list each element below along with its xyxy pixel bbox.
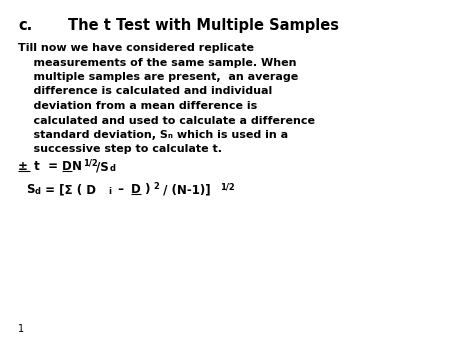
Text: 2: 2 — [153, 182, 159, 191]
Text: 1: 1 — [18, 324, 24, 334]
Text: ±: ± — [18, 160, 28, 173]
Text: difference is calculated and individual: difference is calculated and individual — [18, 87, 272, 97]
Text: /S: /S — [96, 160, 109, 173]
Text: t: t — [30, 160, 40, 173]
Text: successive step to calculate t.: successive step to calculate t. — [18, 145, 222, 154]
Text: / (N-1)]: / (N-1)] — [159, 183, 211, 196]
Text: S: S — [26, 183, 35, 196]
Text: standard deviation, Sₙ which is used in a: standard deviation, Sₙ which is used in … — [18, 130, 288, 140]
Text: D: D — [62, 160, 72, 173]
Text: measurements of the same sample. When: measurements of the same sample. When — [18, 57, 297, 68]
Text: c.: c. — [18, 18, 32, 33]
Text: calculated and used to calculate a difference: calculated and used to calculate a diffe… — [18, 116, 315, 125]
Text: Till now we have considered replicate: Till now we have considered replicate — [18, 43, 254, 53]
Text: ): ) — [141, 183, 150, 196]
Text: D: D — [131, 183, 141, 196]
Text: i: i — [108, 187, 111, 196]
Text: 1/2: 1/2 — [83, 159, 98, 168]
Text: d: d — [35, 187, 41, 196]
Text: –: – — [114, 183, 128, 196]
Text: multiple samples are present,  an average: multiple samples are present, an average — [18, 72, 298, 82]
Text: 1/2: 1/2 — [220, 182, 235, 191]
Text: = [Σ ( D: = [Σ ( D — [41, 183, 96, 196]
Text: N: N — [72, 160, 82, 173]
Text: d: d — [110, 164, 116, 173]
Text: deviation from a mean difference is: deviation from a mean difference is — [18, 101, 257, 111]
Text: =: = — [44, 160, 62, 173]
Text: The t Test with Multiple Samples: The t Test with Multiple Samples — [68, 18, 339, 33]
